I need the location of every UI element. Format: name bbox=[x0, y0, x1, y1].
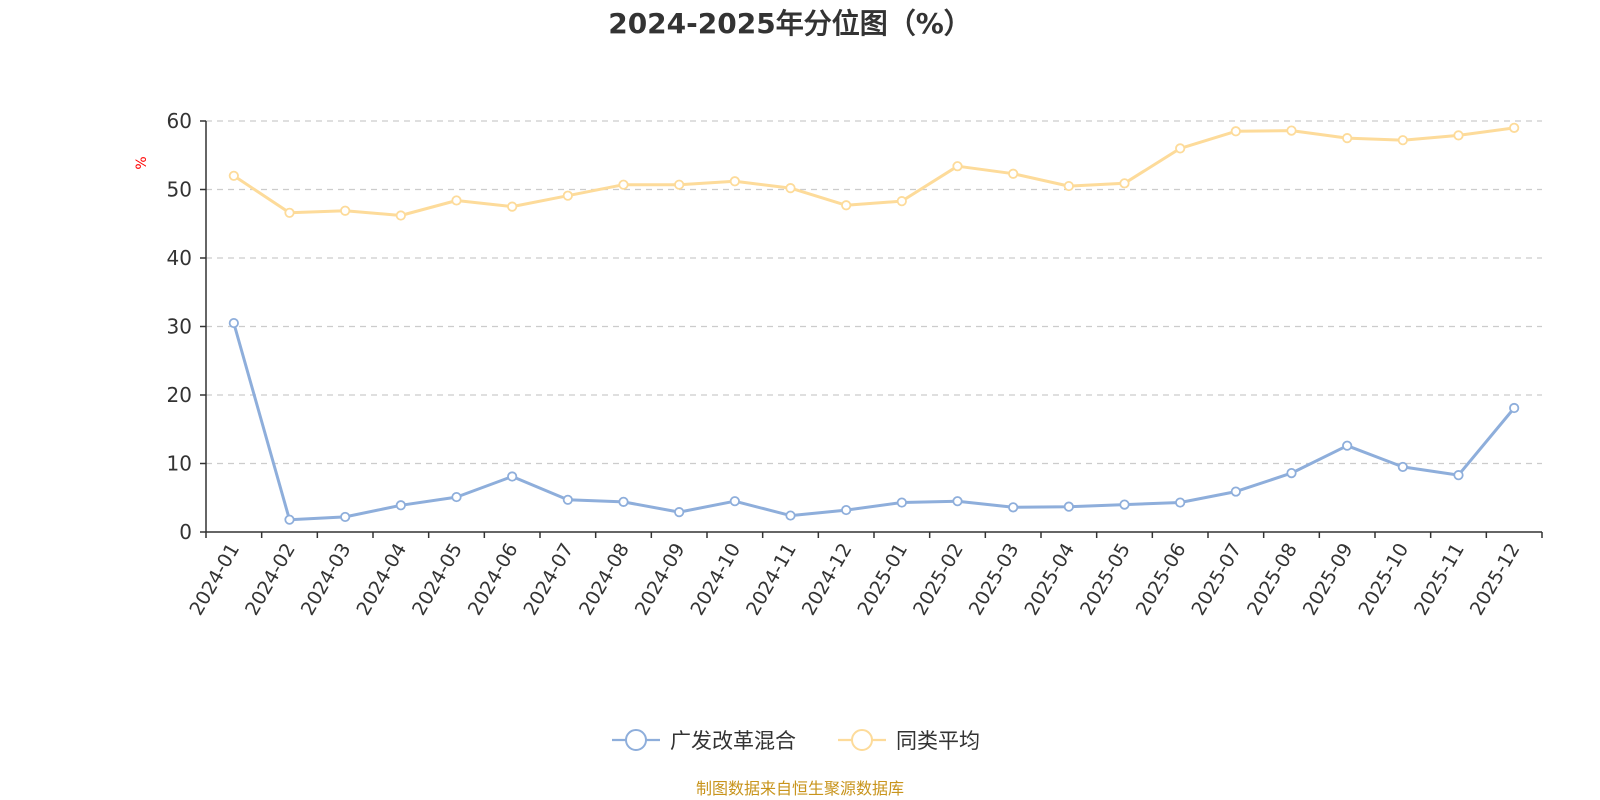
data-point[interactable] bbox=[841, 504, 852, 516]
x-tick-label: 2025-02 bbox=[909, 540, 968, 620]
x-tick-label: 2025-10 bbox=[1354, 540, 1413, 620]
data-point[interactable] bbox=[1453, 470, 1464, 481]
data-point[interactable] bbox=[1286, 125, 1297, 136]
legend-marker-icon bbox=[625, 729, 647, 751]
x-tick-label: 2024-10 bbox=[686, 540, 745, 620]
data-point[interactable] bbox=[562, 494, 573, 505]
series-line bbox=[232, 126, 1515, 217]
data-point[interactable] bbox=[618, 496, 629, 507]
data-point[interactable] bbox=[395, 500, 406, 511]
x-tick-label: 2025-05 bbox=[1076, 540, 1135, 620]
data-point[interactable] bbox=[1342, 133, 1353, 144]
data-point[interactable] bbox=[340, 511, 351, 523]
x-tick-label: 2024-11 bbox=[742, 540, 801, 620]
x-tick-label: 2025-12 bbox=[1466, 540, 1525, 620]
data-point[interactable] bbox=[896, 497, 907, 508]
data-point[interactable] bbox=[1453, 130, 1464, 141]
series-2 bbox=[228, 122, 1520, 221]
data-point[interactable] bbox=[729, 176, 740, 187]
data-point[interactable] bbox=[1119, 499, 1130, 510]
data-point[interactable] bbox=[451, 195, 462, 206]
series-group bbox=[228, 122, 1520, 525]
data-point[interactable] bbox=[1063, 180, 1074, 192]
x-tick-label: 2024-08 bbox=[575, 540, 634, 620]
data-point[interactable] bbox=[284, 514, 295, 525]
series-line bbox=[232, 322, 1516, 522]
data-point[interactable] bbox=[1230, 486, 1241, 497]
data-point[interactable] bbox=[785, 183, 796, 194]
data-point[interactable] bbox=[395, 210, 406, 221]
data-point[interactable] bbox=[507, 471, 518, 482]
data-point[interactable] bbox=[284, 207, 295, 218]
legend[interactable]: 广发改革混合 同类平均 bbox=[612, 729, 980, 753]
data-point[interactable] bbox=[228, 317, 239, 329]
data-point[interactable] bbox=[340, 205, 351, 216]
x-tick-label: 2025-09 bbox=[1299, 540, 1358, 620]
data-point[interactable] bbox=[507, 201, 518, 212]
series-1 bbox=[228, 317, 1520, 525]
data-point[interactable] bbox=[1175, 143, 1186, 154]
y-tick-label: 0 bbox=[179, 520, 192, 544]
x-tick-label: 2025-01 bbox=[853, 540, 912, 620]
y-tick-label: 60 bbox=[167, 109, 192, 133]
data-point[interactable] bbox=[1175, 497, 1186, 508]
x-tick-label: 2024-07 bbox=[519, 540, 578, 620]
data-point[interactable] bbox=[1397, 461, 1408, 473]
x-tick-label: 2024-02 bbox=[241, 540, 300, 620]
data-point[interactable] bbox=[952, 496, 963, 507]
x-tick-label: 2025-06 bbox=[1132, 540, 1191, 620]
data-point[interactable] bbox=[562, 190, 573, 201]
data-point[interactable] bbox=[896, 196, 907, 207]
data-point[interactable] bbox=[674, 507, 685, 518]
y-axis-unit: % bbox=[134, 156, 150, 169]
y-tick-label: 10 bbox=[167, 452, 192, 476]
legend-label: 广发改革混合 bbox=[670, 729, 796, 753]
data-point[interactable] bbox=[729, 496, 740, 507]
data-point[interactable] bbox=[1509, 122, 1520, 133]
y-tick-label: 50 bbox=[167, 178, 192, 202]
x-tick-label: 2024-03 bbox=[297, 540, 356, 620]
grid-lines bbox=[206, 120, 1542, 465]
axes: 01020304050602024-012024-022024-032024-0… bbox=[167, 109, 1543, 620]
data-point[interactable] bbox=[1230, 126, 1241, 137]
legend-label: 同类平均 bbox=[896, 729, 980, 753]
x-tick-label: 2024-05 bbox=[408, 540, 467, 620]
x-tick-label: 2025-07 bbox=[1187, 540, 1246, 620]
x-tick-label: 2025-03 bbox=[965, 540, 1024, 620]
data-point[interactable] bbox=[1286, 467, 1297, 479]
x-tick-label: 2025-04 bbox=[1020, 540, 1079, 620]
x-tick-label: 2024-04 bbox=[352, 540, 411, 620]
x-tick-label: 2024-09 bbox=[631, 540, 690, 620]
y-tick-label: 40 bbox=[167, 246, 192, 270]
source-note: 制图数据来自恒生聚源数据库 bbox=[696, 779, 904, 798]
data-point[interactable] bbox=[1397, 135, 1408, 146]
x-tick-label: 2024-12 bbox=[798, 540, 857, 620]
x-tick-label: 2024-01 bbox=[185, 540, 244, 620]
data-point[interactable] bbox=[1119, 178, 1130, 189]
x-tick-label: 2025-08 bbox=[1243, 540, 1302, 620]
data-point[interactable] bbox=[1063, 501, 1074, 512]
data-point[interactable] bbox=[1342, 440, 1353, 451]
data-point[interactable] bbox=[618, 179, 629, 190]
data-point[interactable] bbox=[785, 510, 796, 521]
legend-item[interactable]: 同类平均 bbox=[838, 729, 980, 753]
chart-title: 2024-2025年分位图（%） bbox=[608, 7, 972, 40]
x-tick-label: 2024-06 bbox=[464, 540, 523, 620]
legend-item[interactable]: 广发改革混合 bbox=[612, 729, 796, 753]
y-tick-label: 20 bbox=[167, 383, 192, 407]
y-tick-label: 30 bbox=[167, 315, 192, 339]
data-point[interactable] bbox=[1008, 168, 1019, 179]
x-tick-label: 2025-11 bbox=[1410, 540, 1469, 620]
data-point[interactable] bbox=[952, 161, 963, 172]
data-point[interactable] bbox=[674, 179, 685, 190]
data-point[interactable] bbox=[841, 200, 852, 211]
data-point[interactable] bbox=[228, 170, 239, 181]
data-point[interactable] bbox=[1008, 502, 1019, 513]
data-point[interactable] bbox=[451, 491, 462, 503]
legend-marker-icon bbox=[851, 729, 873, 751]
data-point[interactable] bbox=[1509, 402, 1520, 414]
